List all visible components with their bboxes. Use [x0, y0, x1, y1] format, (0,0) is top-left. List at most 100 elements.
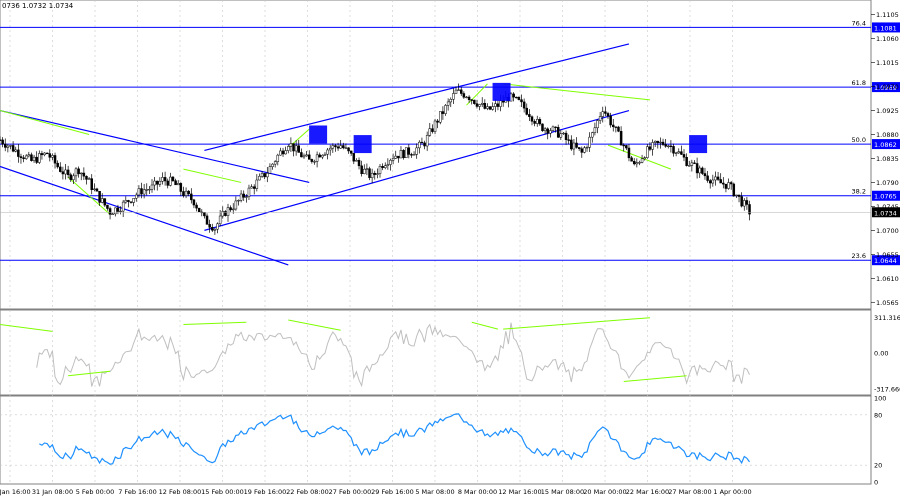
- candle-body: [142, 189, 146, 195]
- divergence-lines: [0, 83, 672, 215]
- time-tick-label: 29 Feb 16:00: [371, 488, 414, 496]
- candle-body: [127, 200, 130, 203]
- candle-body: [480, 103, 484, 105]
- candle-body: [79, 172, 83, 175]
- candle-body: [373, 172, 377, 175]
- candle-body: [543, 128, 547, 132]
- candle-body: [415, 147, 418, 155]
- candle-body: [549, 130, 552, 134]
- fib-price-tag: [872, 190, 900, 201]
- candle-body: [205, 215, 209, 225]
- channel-line: [0, 165, 289, 266]
- candle-body: [328, 147, 332, 151]
- candle-body: [391, 158, 395, 161]
- candle-body: [643, 157, 646, 160]
- candle-body: [672, 146, 675, 154]
- candle-body: [664, 144, 667, 147]
- candle-body: [190, 193, 193, 201]
- candle-body: [30, 154, 33, 161]
- candle-body: [638, 162, 641, 164]
- channel-line: [204, 43, 630, 152]
- candle-body: [525, 107, 529, 115]
- candle-body: [95, 188, 99, 192]
- candle-body: [216, 223, 219, 230]
- candle-body: [129, 201, 133, 203]
- candle-body: [132, 198, 135, 203]
- candle-body: [376, 173, 379, 175]
- candle-body: [729, 182, 733, 185]
- candle-body: [546, 128, 549, 134]
- cci-divergence-line: [471, 321, 499, 330]
- candle-body: [281, 150, 285, 155]
- candle-body: [695, 163, 699, 174]
- candle-body: [66, 169, 70, 175]
- time-tick-label: 27 Feb 00:00: [329, 488, 372, 496]
- candle-body: [294, 145, 298, 152]
- candle-body: [402, 150, 405, 159]
- fib-level-label: 61.8: [852, 79, 866, 87]
- candle-body: [420, 141, 424, 144]
- candle-body: [567, 139, 570, 141]
- cci-axis: 311.3165 0.00 -317.660: [874, 314, 900, 394]
- candle-body: [22, 157, 25, 160]
- candle-body: [735, 194, 738, 197]
- candle-body: [100, 198, 104, 203]
- candle-body: [93, 188, 96, 190]
- time-tick-label: 31 Jan 08:00: [32, 488, 73, 496]
- candle-body: [533, 121, 536, 124]
- channel-line: [0, 109, 310, 184]
- fib-level-label: 76.4: [852, 19, 866, 27]
- price-tick-label: 1.0970: [876, 83, 899, 91]
- candle-body: [653, 140, 657, 143]
- time-tick-label: 26 Jan 16:00: [0, 488, 31, 496]
- candle-body: [140, 188, 143, 195]
- time-tick-label: 22 Mar 16:00: [626, 488, 669, 496]
- candle-body: [276, 154, 280, 162]
- candle-body: [522, 101, 526, 109]
- fib-price-tag-text: 1.0765: [874, 193, 897, 201]
- candle-body: [698, 167, 701, 174]
- price-tick-label: 1.1060: [876, 35, 899, 43]
- signal-box: [689, 135, 708, 154]
- candle-body: [90, 178, 93, 190]
- candle-body: [530, 116, 534, 122]
- candle-body: [59, 166, 62, 172]
- candle-body: [588, 136, 591, 148]
- candle-body: [174, 180, 177, 186]
- time-tick-label: 20 Mar 00:00: [583, 488, 626, 496]
- candle-body: [218, 215, 222, 225]
- candle-body: [352, 153, 356, 162]
- candle-body: [674, 152, 678, 154]
- fib-price-tag: [872, 82, 900, 93]
- candle-body: [535, 119, 539, 124]
- candle-body: [53, 155, 57, 164]
- candle-body: [226, 207, 230, 216]
- candle-body: [716, 176, 720, 180]
- candle-body: [554, 126, 557, 128]
- candle-body: [656, 140, 660, 144]
- candle-body: [51, 155, 54, 158]
- fib-price-tag-text: 1.1081: [874, 24, 897, 32]
- candle-body: [56, 162, 59, 168]
- cci-divergence-line: [0, 324, 53, 332]
- candle-body: [418, 141, 421, 149]
- candle-body: [690, 162, 694, 166]
- candle-body: [326, 149, 329, 155]
- candle-body: [446, 101, 450, 106]
- candle-body: [614, 126, 618, 128]
- candle-body: [349, 150, 353, 154]
- candle-body: [363, 168, 366, 174]
- candle-body: [98, 190, 101, 203]
- divergence-line: [466, 83, 488, 106]
- cci-tick-label: 311.3165: [874, 314, 900, 322]
- candle-body: [179, 183, 183, 192]
- rsi-line: [39, 413, 751, 465]
- candle-body: [743, 200, 746, 207]
- candle-body: [378, 166, 382, 174]
- candle-body: [347, 147, 350, 152]
- candle-body: [43, 152, 46, 156]
- candle-body: [575, 142, 578, 148]
- candle-body: [473, 99, 476, 104]
- rsi-panel-border: [0, 395, 872, 485]
- price-tick-label: 1.0610: [876, 275, 899, 283]
